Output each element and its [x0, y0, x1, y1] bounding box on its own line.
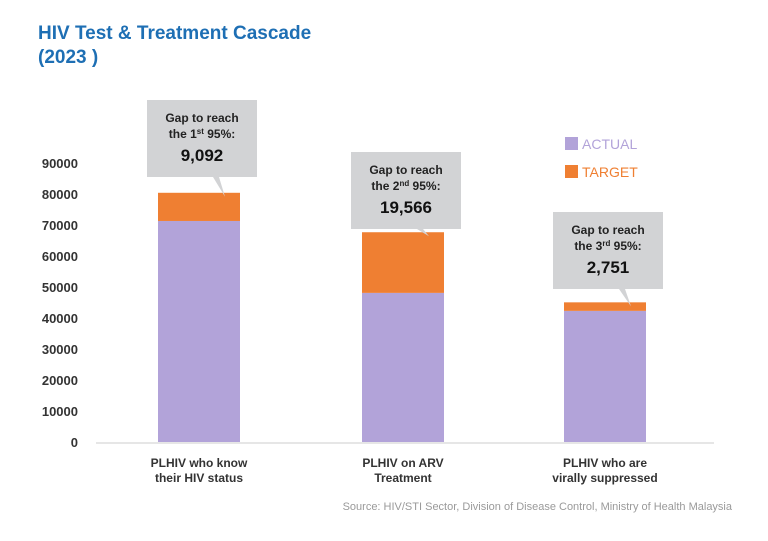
- callout-value: 2,751: [587, 258, 630, 277]
- y-tick-label: 0: [71, 435, 78, 450]
- y-tick-label: 10000: [42, 404, 78, 419]
- legend-swatch-actual: [565, 137, 578, 150]
- y-tick-label: 60000: [42, 249, 78, 264]
- bar-target: [362, 232, 444, 293]
- y-tick-label: 20000: [42, 373, 78, 388]
- x-category-label: virally suppressed: [552, 471, 657, 485]
- y-tick-label: 70000: [42, 218, 78, 233]
- callout-box: [147, 100, 257, 197]
- x-category-label: PLHIV on ARV: [362, 456, 443, 470]
- callout-box: [351, 152, 461, 237]
- x-category-label: their HIV status: [155, 471, 243, 485]
- bar-target: [564, 302, 646, 311]
- bar-actual: [158, 220, 240, 442]
- x-category-label: PLHIV who know: [151, 456, 248, 470]
- y-tick-label: 90000: [42, 156, 78, 171]
- title-line-2: (2023 ): [38, 47, 99, 68]
- y-tick-label: 80000: [42, 187, 78, 202]
- source-note: Source: HIV/STI Sector, Division of Dise…: [342, 501, 732, 513]
- bar-target: [158, 192, 240, 221]
- callout-line-1: Gap to reach: [165, 111, 238, 125]
- callout-line-1: Gap to reach: [571, 223, 644, 237]
- title-line-1: HIV Test & Treatment Cascade: [38, 23, 312, 44]
- legend-label-target: TARGET: [582, 164, 638, 180]
- y-tick-label: 40000: [42, 311, 78, 326]
- callout-value: 9,092: [181, 146, 224, 165]
- legend-label-actual: ACTUAL: [582, 136, 637, 152]
- callout-line-1: Gap to reach: [369, 163, 442, 177]
- callout-box: [553, 212, 663, 307]
- x-category-label: Treatment: [374, 471, 431, 485]
- legend-swatch-target: [565, 165, 578, 178]
- callout-line-2: the 1st 95%:: [169, 127, 236, 141]
- x-category-label: PLHIV who are: [563, 456, 647, 470]
- callout-line-2: the 2nd 95%:: [371, 179, 440, 193]
- callout-line-2: the 3rd 95%:: [574, 239, 641, 253]
- callout-value: 19,566: [380, 198, 432, 217]
- y-tick-label: 30000: [42, 342, 78, 357]
- chart-title: HIV Test & Treatment Cascade (2023 ): [38, 22, 311, 70]
- bar-actual: [564, 310, 646, 442]
- y-tick-label: 50000: [42, 280, 78, 295]
- bar-actual: [362, 292, 444, 442]
